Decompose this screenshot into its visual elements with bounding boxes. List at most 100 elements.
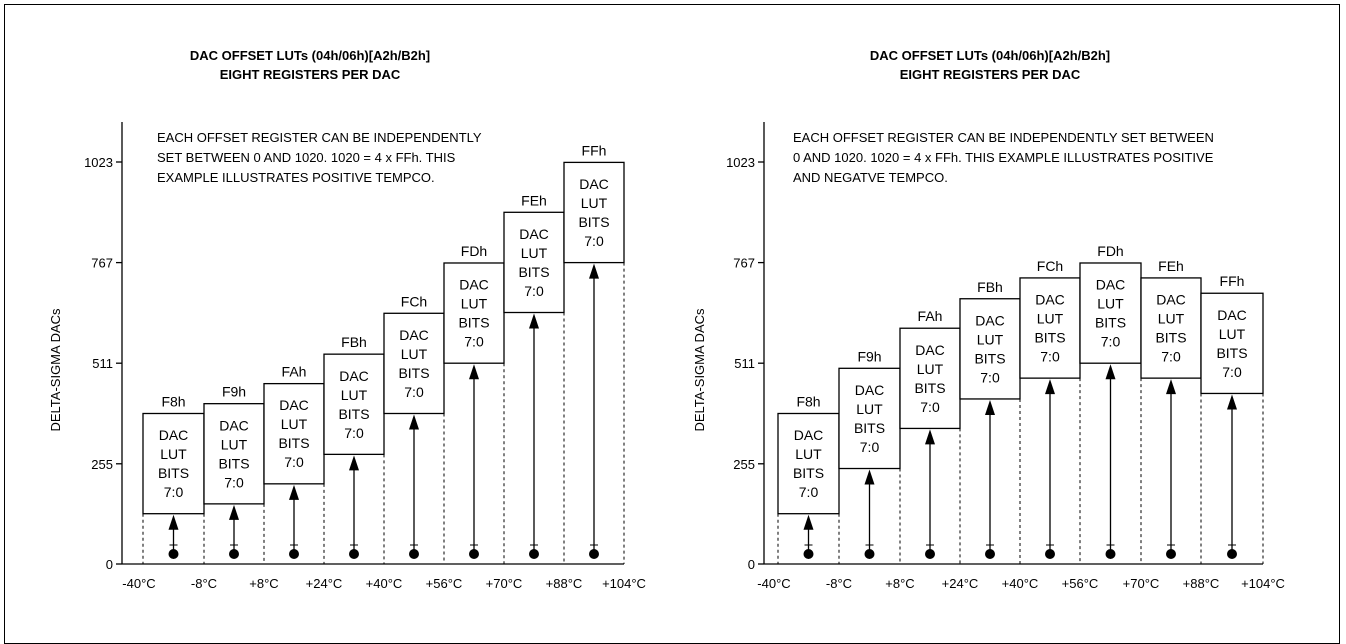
x-tick-label: +88°C [1183,576,1220,591]
register-name: F8h [796,393,820,409]
register-name: FEh [1158,258,1184,274]
offset-arrow-head [229,504,239,520]
register-box [563,161,625,264]
offset-arrow-head [864,469,875,485]
register-name: FAh [282,364,307,380]
register-name: FFh [582,142,607,158]
register-box-text: 7:0 [584,233,604,249]
register-box-text: BITS [914,380,945,396]
register-box-text: LUT [856,401,883,417]
register-box-text: 7:0 [1101,334,1121,350]
register-box-text: BITS [218,455,249,471]
register-box-text: BITS [578,214,609,230]
register-box-text: BITS [1095,315,1126,331]
x-tick-label: +40°C [366,576,403,591]
register-box [1200,292,1264,395]
register-box-text: BITS [974,350,1005,366]
register-box-text: 7:0 [860,439,880,455]
register-box-text: 7:0 [1040,349,1060,365]
register-box-text: 7:0 [920,399,940,415]
offset-arrow-head [168,514,179,530]
offset-origin-dot [289,549,299,559]
x-tick-label: +88°C [546,576,583,591]
register-box-text: BITS [158,465,189,481]
x-tick-label: +24°C [306,576,343,591]
register-name: FCh [401,293,427,309]
offset-arrow-head [469,364,479,380]
register-box-text: BITS [458,315,489,331]
offset-arrow-head [289,484,299,500]
offset-origin-dot [925,549,935,559]
register-name: FCh [1037,258,1063,274]
register-name: FEh [521,192,547,208]
y-tick-label: 1023 [726,155,755,170]
y-tick-label: 0 [106,557,113,572]
register-box [1019,277,1081,379]
register-box [899,327,961,430]
offset-origin-dot [168,549,179,559]
register-box [503,211,565,314]
register-box-text: DAC [279,397,309,413]
x-tick-label: +40°C [1002,576,1039,591]
register-box-text: LUT [1097,296,1124,312]
register-box-text: 7:0 [1161,349,1181,365]
register-box-text: DAC [519,226,549,242]
register-box-text: BITS [854,420,885,436]
register-box-text: DAC [399,327,429,343]
register-box-text: DAC [1096,277,1126,293]
register-name: FDh [1097,243,1123,259]
offset-origin-dot [229,549,239,559]
register-box-text: LUT [221,436,248,452]
y-tick-label: 767 [91,256,113,271]
register-box-text: DAC [975,312,1005,328]
x-tick-label: -8°C [191,576,217,591]
register-box [142,412,205,515]
panel-title-line1: DAC OFFSET LUTs (04h/06h)[A2h/B2h] [870,48,1110,63]
register-box-text: 7:0 [464,334,484,350]
register-box-text: BITS [793,465,824,481]
offset-arrow-head [589,263,599,279]
figure: DAC OFFSET LUTs (04h/06h)[A2h/B2h] EIGHT … [4,4,1340,644]
register-box [959,298,1021,400]
offset-arrow-head [803,514,814,530]
offset-arrow-head [1166,379,1176,395]
register-box-text: LUT [795,446,822,462]
offset-origin-dot [589,549,599,559]
register-name: F9h [857,348,881,364]
x-tick-label: +70°C [1123,576,1160,591]
register-box [203,403,265,505]
register-box-text: LUT [1158,311,1185,327]
register-box [838,367,901,470]
note-line: AND NEGATVE TEMPCO. [793,170,948,185]
register-name: F9h [222,384,246,400]
register-box-text: 7:0 [404,384,424,400]
offset-arrow-head [985,399,995,415]
offset-origin-dot [529,549,539,559]
register-box-text: 7:0 [224,474,244,490]
register-box-text: LUT [521,245,548,261]
panel-2: DAC OFFSET LUTs (04h/06h)[A2h/B2h] EIGHT … [692,48,1285,591]
register-box-text: BITS [1216,345,1247,361]
register-box-text: LUT [1219,326,1246,342]
register-box-text: 7:0 [284,454,304,470]
dac-offset-lut-diagrams: DAC OFFSET LUTs (04h/06h)[A2h/B2h] EIGHT … [48,48,1285,591]
register-box-text: DAC [855,382,885,398]
y-tick-label: 1023 [84,155,113,170]
note-line: SET BETWEEN 0 AND 1020. 1020 = 4 x FFh. … [157,150,456,165]
y-tick-label: 767 [733,256,755,271]
register-name: FAh [918,308,943,324]
register-box-text: DAC [579,176,609,192]
panel-title-line2: EIGHT REGISTERS PER DAC [900,67,1081,82]
offset-origin-dot [985,549,995,559]
x-tick-label: +56°C [426,576,463,591]
register-box-text: LUT [281,416,308,432]
register-box-text: 7:0 [1222,364,1242,380]
offset-arrow-head [925,429,935,445]
register-box-text: DAC [1217,307,1247,323]
register-box-text: DAC [915,342,945,358]
note-line: EXAMPLE ILLUSTRATES POSITIVE TEMPCO. [157,170,435,185]
register-box-text: 7:0 [344,425,364,441]
register-box-text: LUT [917,361,944,377]
x-tick-label: +24°C [942,576,979,591]
register-box-text: BITS [338,406,369,422]
